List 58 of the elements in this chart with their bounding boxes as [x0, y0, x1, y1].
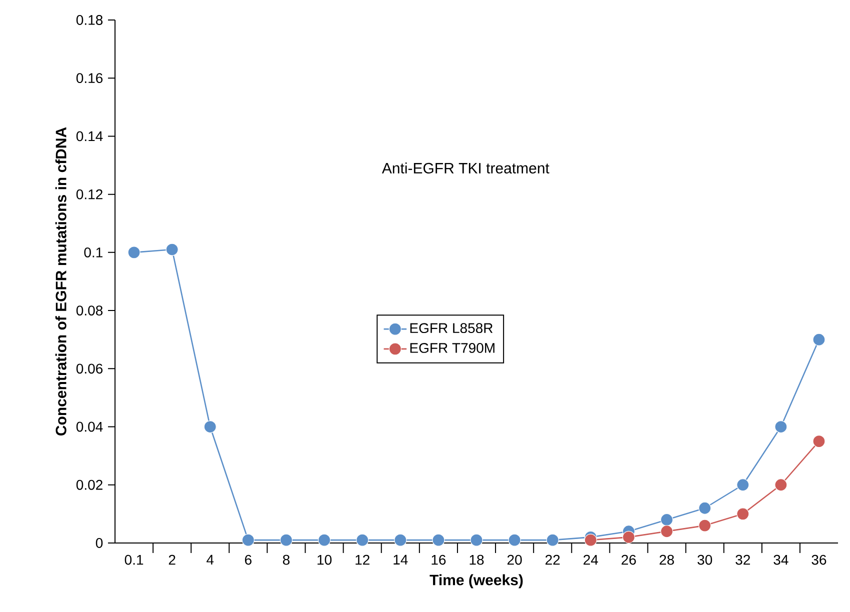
- x-tick-label: 10: [318, 554, 332, 565]
- point: [204, 420, 216, 434]
- point: [128, 246, 140, 259]
- point: [736, 508, 750, 520]
- x-tick-label: 16: [432, 554, 446, 565]
- point: [280, 534, 293, 546]
- point: [698, 519, 712, 532]
- point: [660, 513, 674, 526]
- x-tick-label: 2: [168, 554, 176, 565]
- x-tick-label: 36: [812, 554, 826, 565]
- point: [660, 525, 674, 538]
- point: [622, 530, 636, 544]
- point: [812, 333, 826, 346]
- point: [166, 243, 178, 256]
- x-tick-label: 34: [774, 554, 788, 565]
- point: [432, 534, 445, 546]
- y-tick-label: 0: [96, 538, 103, 548]
- x-tick-label: 26: [622, 554, 636, 565]
- x-tick-label: 12: [356, 554, 370, 565]
- point: [356, 534, 369, 546]
- point: [470, 534, 483, 546]
- x-axis-title: Time (weeks): [430, 574, 523, 588]
- y-tick-label: 0.08: [76, 306, 103, 316]
- y-tick-label: 0.18: [76, 15, 103, 25]
- legend-label: EGFR T790M: [410, 343, 494, 353]
- y-tick-label: 0.02: [76, 480, 102, 490]
- x-tick-label: 6: [245, 554, 252, 565]
- x-tick-label: 20: [507, 554, 522, 565]
- point: [774, 420, 788, 434]
- x-tick-label: 22: [546, 554, 560, 565]
- x-tick-label: 18: [470, 554, 484, 565]
- annotation: Anti-EGFR TKI treatment: [382, 162, 550, 174]
- y-tick-label: 0.1: [84, 247, 102, 258]
- y-tick-label: 0.16: [76, 73, 103, 84]
- point: [242, 534, 254, 546]
- point: [736, 478, 750, 492]
- point: [394, 534, 407, 546]
- x-tick-label: 28: [660, 554, 674, 565]
- y-tick-label: 0.06: [76, 364, 103, 374]
- point: [774, 478, 788, 492]
- point: [698, 502, 712, 514]
- point: [318, 534, 331, 546]
- point: [584, 534, 597, 546]
- point: [508, 534, 521, 546]
- x-tick-label: 14: [394, 554, 408, 564]
- x-tick-label: 32: [736, 554, 750, 565]
- y-tick-label: 0.12: [76, 189, 102, 200]
- x-tick-label: 30: [698, 554, 712, 565]
- x-tick-label: 24: [584, 554, 598, 565]
- point: [546, 534, 559, 546]
- point: [812, 434, 826, 448]
- x-tick-label: 4: [206, 554, 214, 564]
- y-axis-title: Concentration of EGFR mutations in cfDNA: [55, 127, 66, 436]
- x-tick-label: 8: [282, 554, 290, 565]
- y-tick-label: 0.04: [76, 422, 103, 432]
- legend-label: EGFR L858R: [410, 323, 493, 334]
- y-tick-label: 0.14: [76, 131, 103, 142]
- x-tick-label: 0.1: [124, 554, 144, 565]
